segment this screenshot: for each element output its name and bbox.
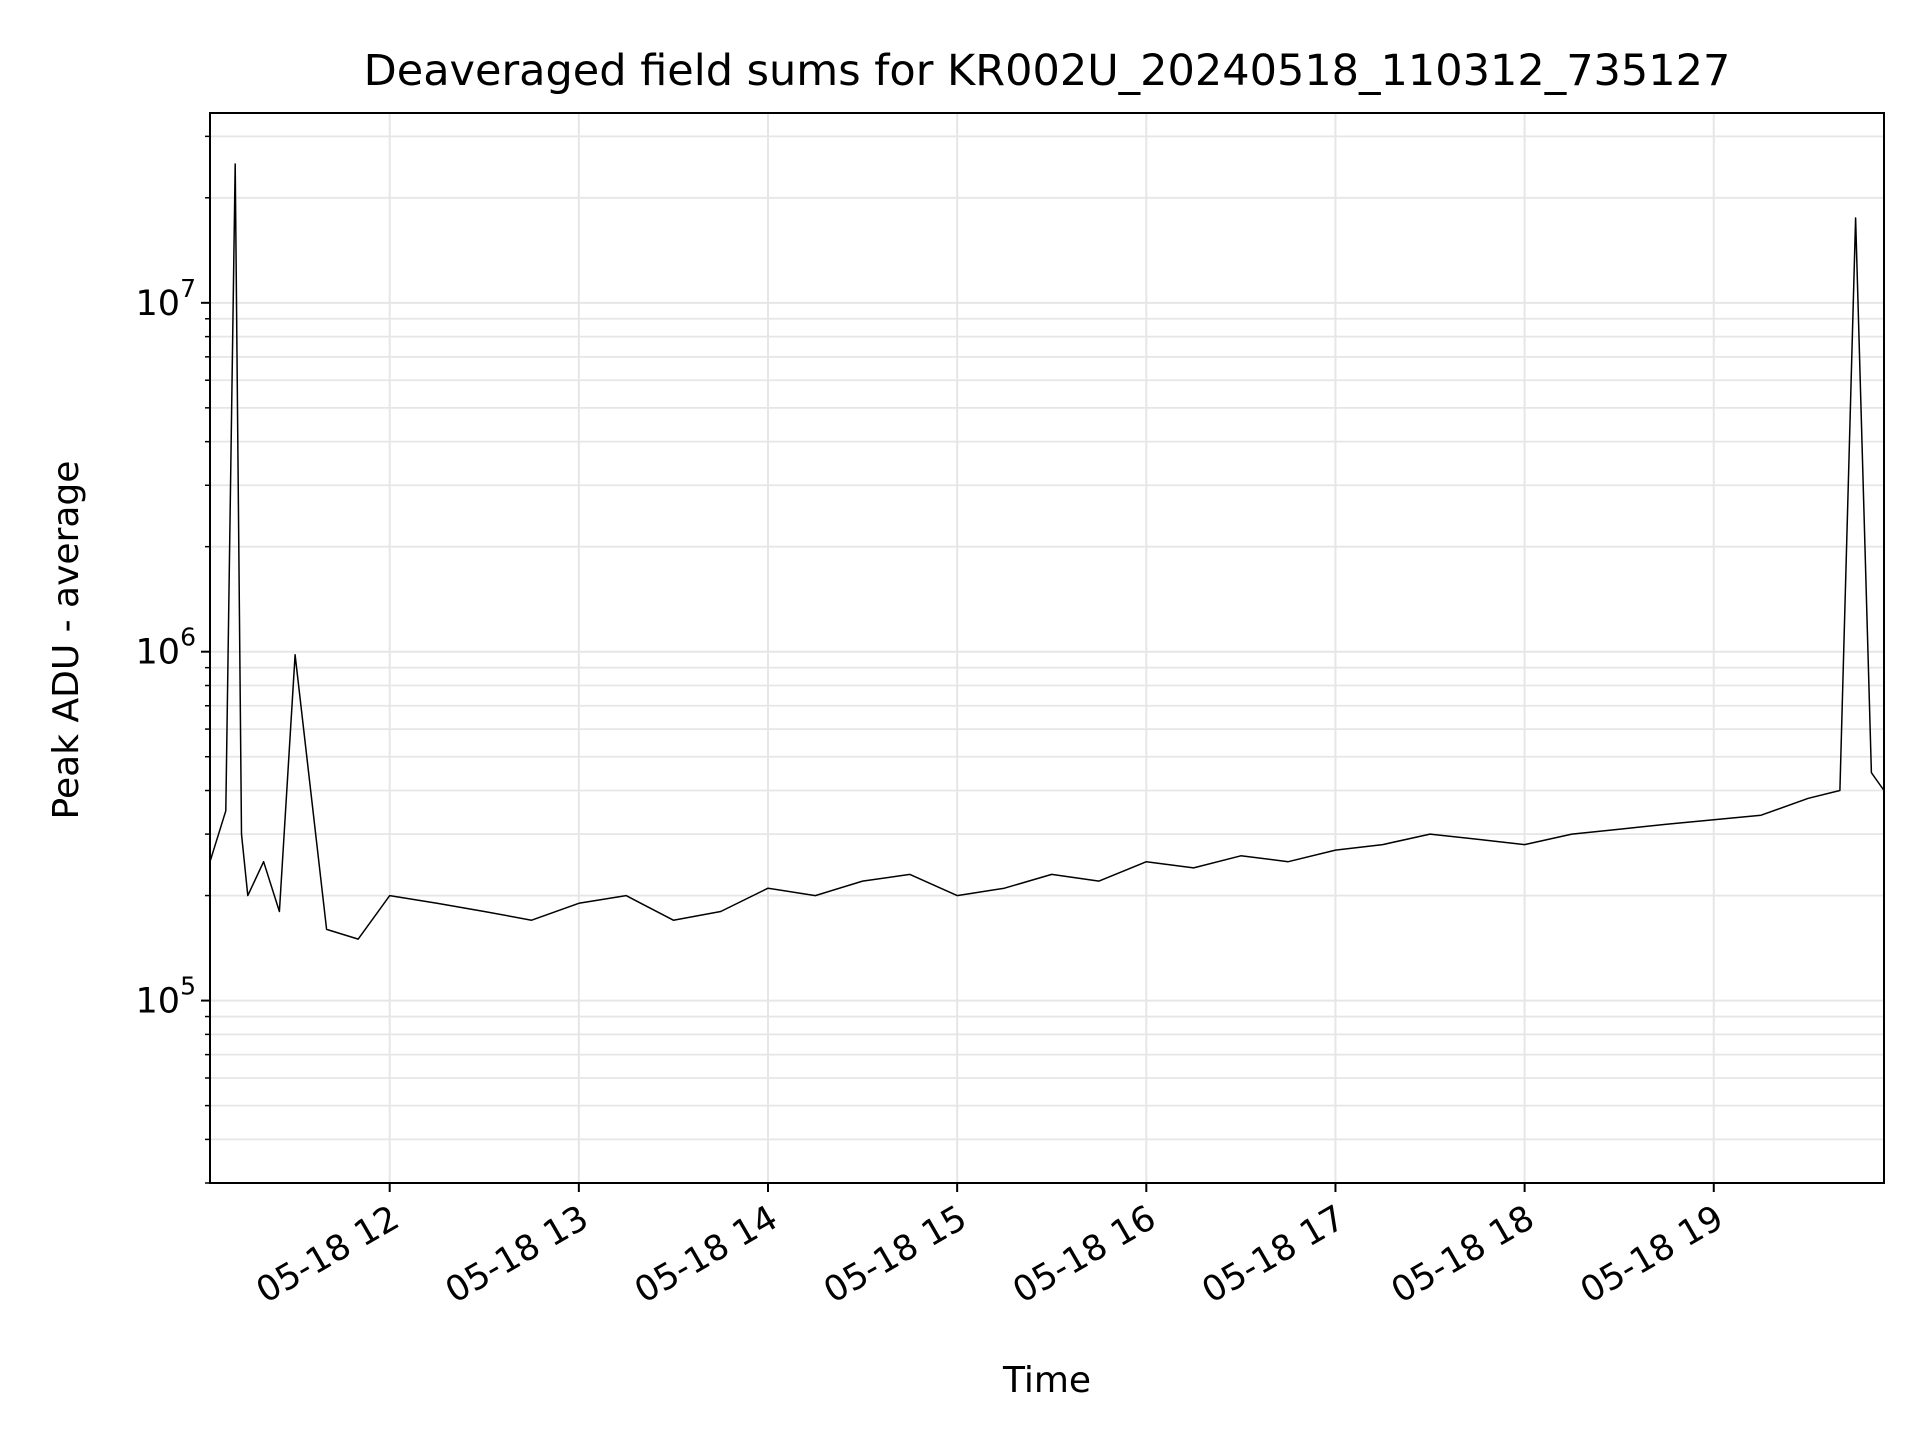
y-tick-label: 10 bbox=[135, 284, 180, 324]
y-tick-label-exponent: 6 bbox=[180, 623, 196, 652]
data-series bbox=[209, 163, 1885, 940]
chart-title: Deaveraged field sums for KR002U_2024051… bbox=[364, 46, 1731, 96]
y-tick-label-exponent: 7 bbox=[180, 274, 196, 303]
y-tick-label: 10 bbox=[135, 633, 180, 673]
y-tick-label-exponent: 5 bbox=[180, 972, 196, 1001]
grid-lines bbox=[210, 113, 1884, 1184]
y-tick-label: 10 bbox=[135, 982, 180, 1022]
plot-frame bbox=[209, 112, 1885, 1184]
y-axis-label: Peak ADU - average bbox=[46, 461, 87, 820]
series-line bbox=[209, 163, 1885, 940]
x-axis-label: Time bbox=[1002, 1360, 1091, 1401]
